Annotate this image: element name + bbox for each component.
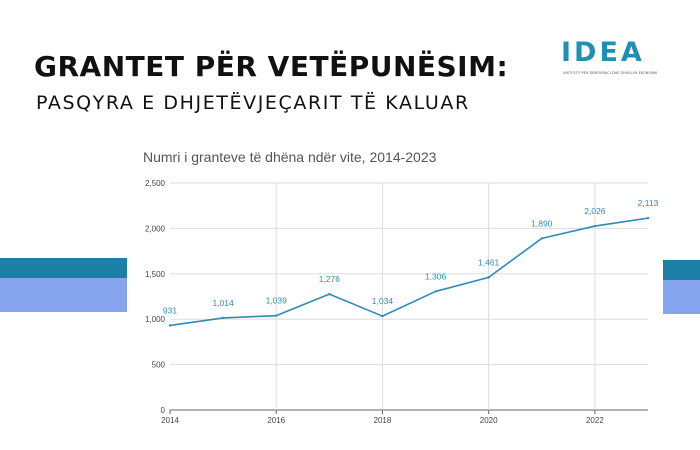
data-point [275, 314, 278, 317]
data-point [487, 276, 490, 279]
y-tick-label: 1,000 [145, 315, 166, 324]
data-label: 1,306 [425, 271, 447, 281]
y-tick-label: 500 [152, 361, 166, 370]
data-label: 1,276 [319, 274, 341, 284]
y-tick-label: 2,500 [145, 179, 166, 188]
data-label: 2,026 [584, 206, 606, 216]
data-point [593, 224, 597, 228]
data-point [646, 216, 650, 220]
data-label: 1,461 [478, 257, 500, 267]
data-label: 1,034 [372, 296, 394, 306]
decor-band-left-light [0, 278, 127, 312]
idea-logo: IDEA INSTITUTI PËR DEMOKRACI DHE ZHVILLI… [561, 38, 671, 82]
data-label: 1,014 [212, 298, 234, 308]
x-tick-label: 2018 [374, 416, 392, 425]
data-point [221, 316, 225, 320]
x-axis-ticks: 2014 2016 2018 2020 2022 [161, 410, 604, 425]
x-tick-label: 2020 [480, 416, 498, 425]
data-label: 2,113 [638, 198, 659, 208]
series-line [169, 217, 649, 327]
x-tick-label: 2016 [267, 416, 285, 425]
x-tick-label: 2022 [586, 416, 604, 425]
gridlines [170, 182, 648, 411]
page-subheadline: PASQYRA E DHJETËVJEÇARIT TË KALUAR [36, 92, 470, 114]
page-headline: GRANTET PËR VETËPUNËSIM: [34, 50, 509, 83]
data-point [328, 292, 331, 296]
data-point [381, 314, 384, 318]
decor-band-right-light [663, 280, 700, 314]
logo-tagline: INSTITUTI PËR DEMOKRACI DHE ZHVILLIM EKO… [563, 71, 658, 75]
logo-wordmark: IDEA [561, 37, 645, 68]
y-tick-label: 0 [161, 406, 166, 415]
decor-band-left-dark [0, 258, 127, 278]
chart-title: Numri i granteve të dhëna ndër vite, 201… [143, 149, 437, 165]
data-point [434, 290, 437, 293]
data-label: 1,890 [531, 218, 553, 228]
y-tick-label: 1,500 [145, 270, 166, 279]
data-label: 931 [163, 305, 177, 315]
data-point [168, 324, 172, 327]
y-axis-ticks: 0 500 1,000 1,500 2,000 2,500 [145, 179, 166, 415]
decor-band-right-dark [663, 260, 700, 280]
series-layer [168, 216, 650, 327]
y-tick-label: 2,000 [145, 224, 166, 233]
data-labels: 931 1,014 1,039 1,276 1,034 1,306 1,461 1,890 2,… [163, 198, 659, 315]
data-label: 1,039 [266, 296, 288, 306]
x-tick-label: 2014 [161, 416, 179, 425]
data-point [540, 237, 543, 240]
